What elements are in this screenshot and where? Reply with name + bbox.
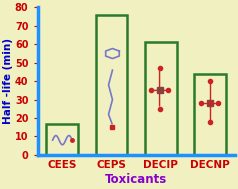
Bar	[194, 74, 226, 155]
Bar	[145, 43, 177, 155]
Bar	[95, 15, 127, 155]
Bar	[46, 124, 78, 155]
Y-axis label: Half -life (min): Half -life (min)	[4, 38, 14, 124]
X-axis label: Toxicants: Toxicants	[105, 173, 167, 186]
